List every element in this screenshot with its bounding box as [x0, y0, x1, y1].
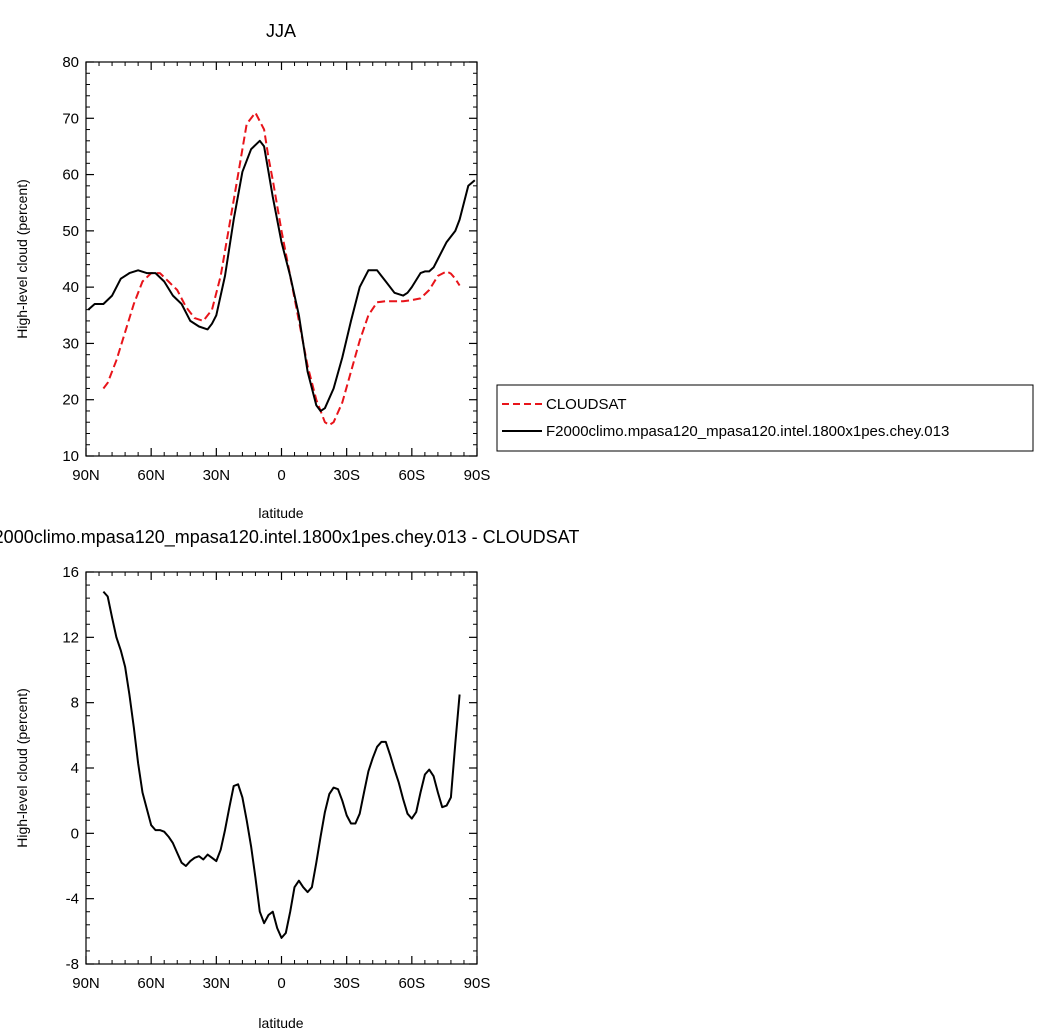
legend-label-cloudsat: CLOUDSAT [546, 396, 627, 413]
bottom-y-tick-label: 4 [71, 760, 79, 777]
bottom-y-axis-title: High-level cloud (percent) [14, 688, 30, 848]
top-y-tick-label: 70 [62, 110, 79, 127]
top-y-axis-title: High-level cloud (percent) [14, 179, 30, 339]
bottom-y-tick-label: 16 [62, 564, 79, 581]
top-series-line-model [87, 139, 476, 412]
top-y-tick-label: 30 [62, 335, 79, 352]
bottom-x-tick-label: 60N [137, 975, 165, 992]
bottom-y-tick-label: -4 [66, 891, 79, 908]
top-plot-frame [85, 61, 478, 457]
bottom-panel: F2000climo.mpasa120_mpasa120.intel.1800x… [0, 527, 579, 1031]
top-y-tick-label: 10 [62, 448, 79, 465]
top-x-axis-title: latitude [258, 505, 303, 521]
bottom-x-tick-label: 0 [277, 975, 285, 992]
top-panel: JJA 90N 60N 30N 0 30S 60S 90S1020304050607080 … [14, 21, 490, 521]
bottom-chart-title: F2000climo.mpasa120_mpasa120.intel.1800x… [0, 527, 579, 548]
top-series-line-cloudsat [102, 111, 461, 426]
top-x-tick-label: 60S [398, 467, 425, 484]
legend-box [496, 384, 1034, 452]
bottom-series-line-difference [102, 590, 461, 939]
top-y-tick-label: 60 [62, 167, 79, 184]
bottom-y-tick-label: -8 [66, 956, 79, 973]
bottom-x-tick-label: 60S [398, 975, 425, 992]
bottom-plot-frame [85, 571, 478, 965]
bottom-y-tick-label: 0 [71, 825, 79, 842]
bottom-plot-area: 90N 60N 30N 0 30S 60S 90S -8 -4 0 4 8 12 16 [62, 564, 490, 992]
top-x-tick-label: 60N [137, 467, 165, 484]
bottom-x-tick-label: 90N [72, 975, 100, 992]
bottom-x-tick-label: 90S [464, 975, 491, 992]
bottom-y-tick-label: 8 [71, 695, 79, 712]
top-x-tick-label: 30N [203, 467, 231, 484]
top-y-tick-label: 80 [62, 54, 79, 71]
top-y-tick-label: 20 [62, 392, 79, 409]
bottom-x-tick-label: 30N [203, 975, 231, 992]
top-x-tick-label: 90S [464, 467, 491, 484]
bottom-y-tick-label: 12 [62, 629, 79, 646]
top-y-tick-label: 50 [62, 223, 79, 240]
bottom-x-tick-label: 30S [333, 975, 360, 992]
bottom-x-axis-title: latitude [258, 1015, 303, 1031]
legend: CLOUDSAT F2000climo.mpasa120_mpasa120.in… [496, 384, 1034, 452]
top-x-tick-label: 90N [72, 467, 100, 484]
top-chart-title: JJA [266, 21, 296, 41]
top-x-tick-label: 30S [333, 467, 360, 484]
top-x-tick-label: 0 [277, 467, 285, 484]
legend-label-model: F2000climo.mpasa120_mpasa120.intel.1800x… [546, 423, 949, 440]
top-plot-area: 90N 60N 30N 0 30S 60S 90S 10 20 30 40 50 60 70 80 [62, 54, 490, 484]
top-y-tick-label: 40 [62, 279, 79, 296]
